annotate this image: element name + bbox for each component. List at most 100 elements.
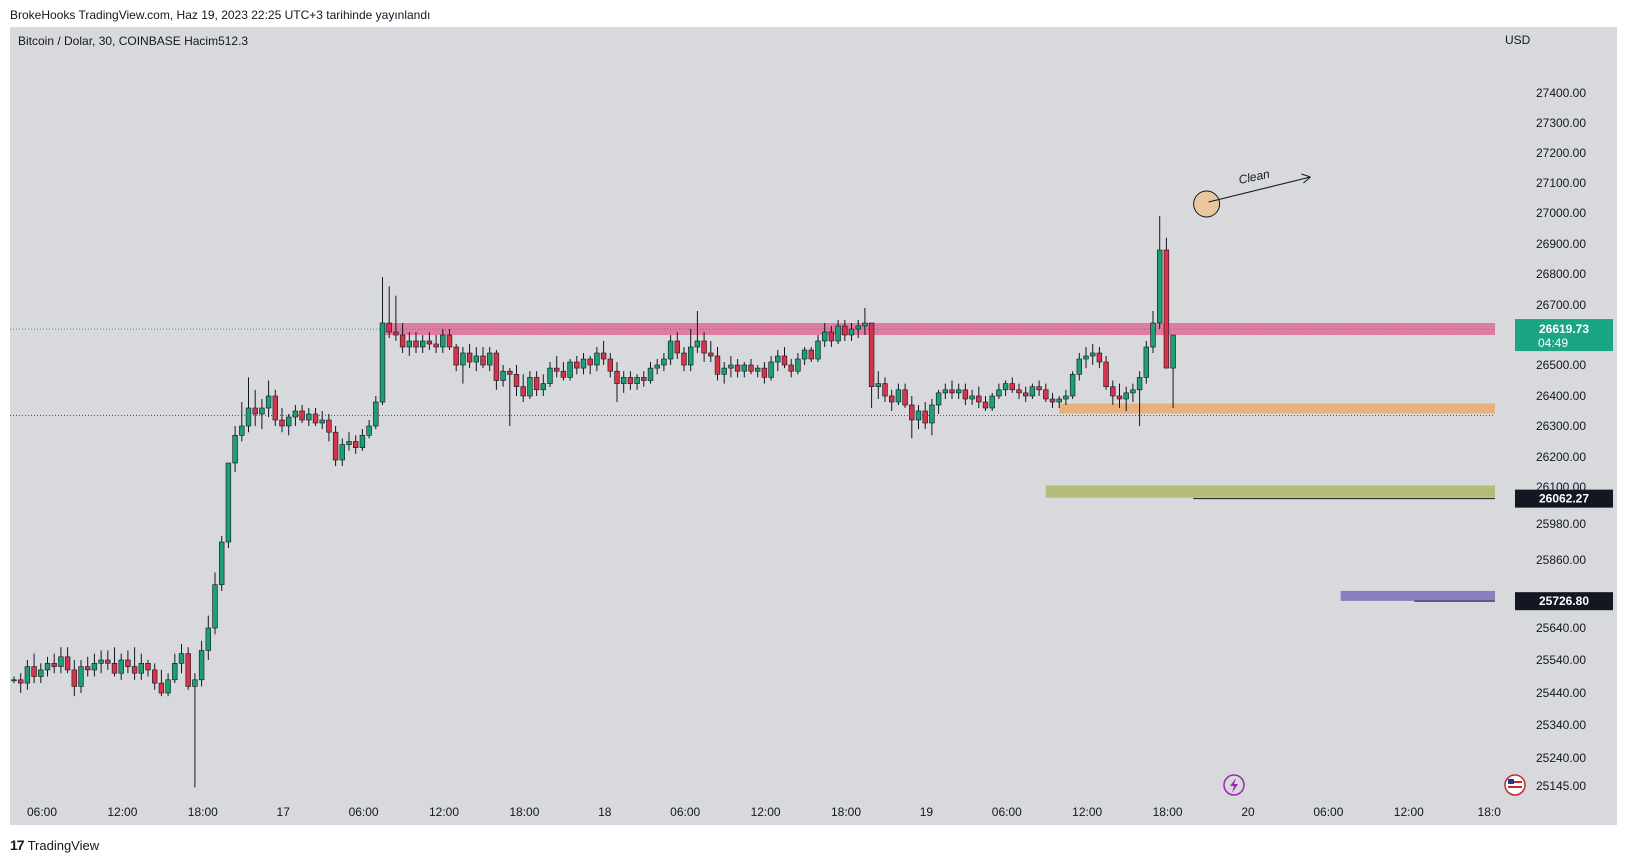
time-tick-label: 18:00 [831,805,861,819]
candle-body [466,352,473,363]
candle [795,353,801,375]
candle-body [259,407,265,415]
candle [31,653,37,684]
candle-body [748,364,754,372]
candle-body [1090,352,1096,357]
candle-body [393,331,399,336]
chart-area[interactable] [10,27,1617,825]
tradingview-logo-icon: 17 [10,837,25,853]
price-tick-label: 27300.00 [1536,116,1586,130]
candle [768,356,774,381]
candle [285,414,292,436]
candle [145,660,151,677]
dividend-event-icon [1223,774,1245,796]
candle [11,676,17,684]
time-axis: 06:00 12:00 18:00 17 06:00 12:00 18:00 18 06:00 1… [27,805,1501,819]
candle-body [627,377,634,384]
price-tick-label: 27400.00 [1536,86,1586,100]
candle [118,653,124,680]
candle [1090,344,1096,365]
highlight-circle [1193,190,1221,218]
candle-body [265,395,272,409]
candle-body [44,662,51,671]
candle-body [828,331,835,342]
candle [352,435,359,454]
price-tick-label: 26400.00 [1536,389,1586,403]
candle-body [165,679,171,694]
candle-body [406,340,412,348]
time-tick-label: 12:00 [751,805,781,819]
candle-body [976,395,982,403]
candles-layer [11,216,1176,788]
candle-body [138,662,144,674]
candle [835,320,841,344]
candle-body [232,434,238,464]
candle [219,536,225,591]
candle-body [1083,355,1089,360]
candle [225,462,232,548]
candle-body [1063,395,1069,400]
candle-body [788,364,794,372]
candle-body [332,431,339,461]
candle [152,663,158,690]
candle-body [848,328,855,336]
candle-body [192,679,198,687]
candle-body [198,650,205,681]
candle [366,420,372,439]
level-price-tag [1515,592,1613,611]
candle [661,353,667,372]
candle-body [500,370,506,381]
time-tick-label: 06:00 [349,805,379,819]
candle-body [78,666,84,687]
candle-body [882,383,888,397]
candle-body [312,413,319,424]
candle-body [1123,392,1129,400]
candle [24,660,31,690]
candle [1170,334,1176,408]
candle-body [272,395,278,421]
candle [1123,386,1129,411]
candle [1069,371,1076,399]
candle [158,669,165,697]
price-tick-label: 26200.00 [1536,450,1586,464]
zone-demand-purple [1340,590,1495,601]
candle [821,323,828,347]
candle [393,295,399,341]
tradingview-logo[interactable]: 17 TradingView [10,837,99,853]
candle-body [862,322,868,327]
candle [741,362,748,378]
candle-body [219,541,225,586]
candle [1116,383,1123,408]
time-tick-label: 19 [920,805,934,819]
candle [44,656,51,677]
candle-body [225,462,232,543]
candle-body [460,352,466,366]
candle [882,377,888,402]
candle [419,335,426,353]
candle-body [935,392,942,406]
candle-body [902,389,908,406]
candle [460,347,466,384]
price-tick-label: 26900.00 [1536,237,1586,251]
annotation-layer: Clean [1193,167,1311,218]
candle-body [145,662,151,671]
candle [842,320,848,341]
candle-body [1036,386,1042,391]
candle-body [131,666,138,674]
flag-stripes-icon [1508,781,1522,783]
candle-body [1016,389,1022,394]
candle [78,660,84,693]
candle-body [674,340,681,354]
candle-body [775,355,781,363]
candle-body [614,370,620,384]
candle [466,344,473,369]
candle [828,326,835,347]
flag-stripes-icon [1508,786,1522,788]
price-axis: 25145.00 25240.00 25340.00 25440.00 25540.00… [1515,86,1613,793]
candle [413,332,419,353]
candle [326,414,332,442]
candle-body [319,419,325,424]
candle [909,396,915,439]
candle-body [419,340,426,348]
